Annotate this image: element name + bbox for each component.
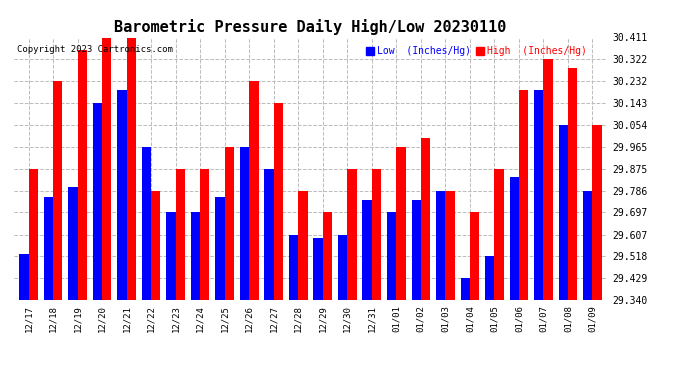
Bar: [43, 197, 53, 300]
Bar: [274, 103, 283, 300]
Bar: [200, 169, 210, 300]
Bar: [338, 234, 347, 300]
Bar: [436, 190, 445, 300]
Bar: [126, 38, 136, 300]
Bar: [77, 51, 87, 300]
Bar: [92, 103, 102, 300]
Bar: [166, 213, 176, 300]
Bar: [289, 234, 298, 300]
Bar: [28, 169, 38, 300]
Bar: [568, 68, 578, 300]
Bar: [362, 200, 372, 300]
Bar: [53, 81, 62, 300]
Bar: [510, 177, 519, 300]
Bar: [249, 81, 259, 300]
Bar: [264, 169, 274, 300]
Bar: [460, 278, 470, 300]
Bar: [372, 169, 381, 300]
Bar: [583, 190, 593, 300]
Bar: [323, 213, 332, 300]
Bar: [191, 213, 200, 300]
Bar: [470, 213, 479, 300]
Bar: [534, 90, 544, 300]
Bar: [347, 169, 357, 300]
Text: Copyright 2023 Cartronics.com: Copyright 2023 Cartronics.com: [17, 45, 172, 54]
Bar: [544, 59, 553, 300]
Bar: [396, 147, 406, 300]
Bar: [117, 90, 126, 300]
Bar: [102, 38, 111, 300]
Bar: [240, 147, 249, 300]
Bar: [215, 197, 225, 300]
Bar: [151, 190, 161, 300]
Bar: [142, 147, 151, 300]
Bar: [593, 125, 602, 300]
Title: Barometric Pressure Daily High/Low 20230110: Barometric Pressure Daily High/Low 20230…: [115, 19, 506, 35]
Bar: [313, 238, 323, 300]
Bar: [495, 169, 504, 300]
Bar: [421, 138, 430, 300]
Bar: [411, 200, 421, 300]
Bar: [485, 256, 495, 300]
Bar: [225, 147, 234, 300]
Legend: Low  (Inches/Hg), High  (Inches/Hg): Low (Inches/Hg), High (Inches/Hg): [362, 42, 591, 60]
Bar: [519, 90, 529, 300]
Bar: [68, 187, 77, 300]
Bar: [19, 254, 28, 300]
Bar: [387, 213, 396, 300]
Bar: [176, 169, 185, 300]
Bar: [445, 190, 455, 300]
Bar: [559, 125, 568, 300]
Bar: [298, 190, 308, 300]
